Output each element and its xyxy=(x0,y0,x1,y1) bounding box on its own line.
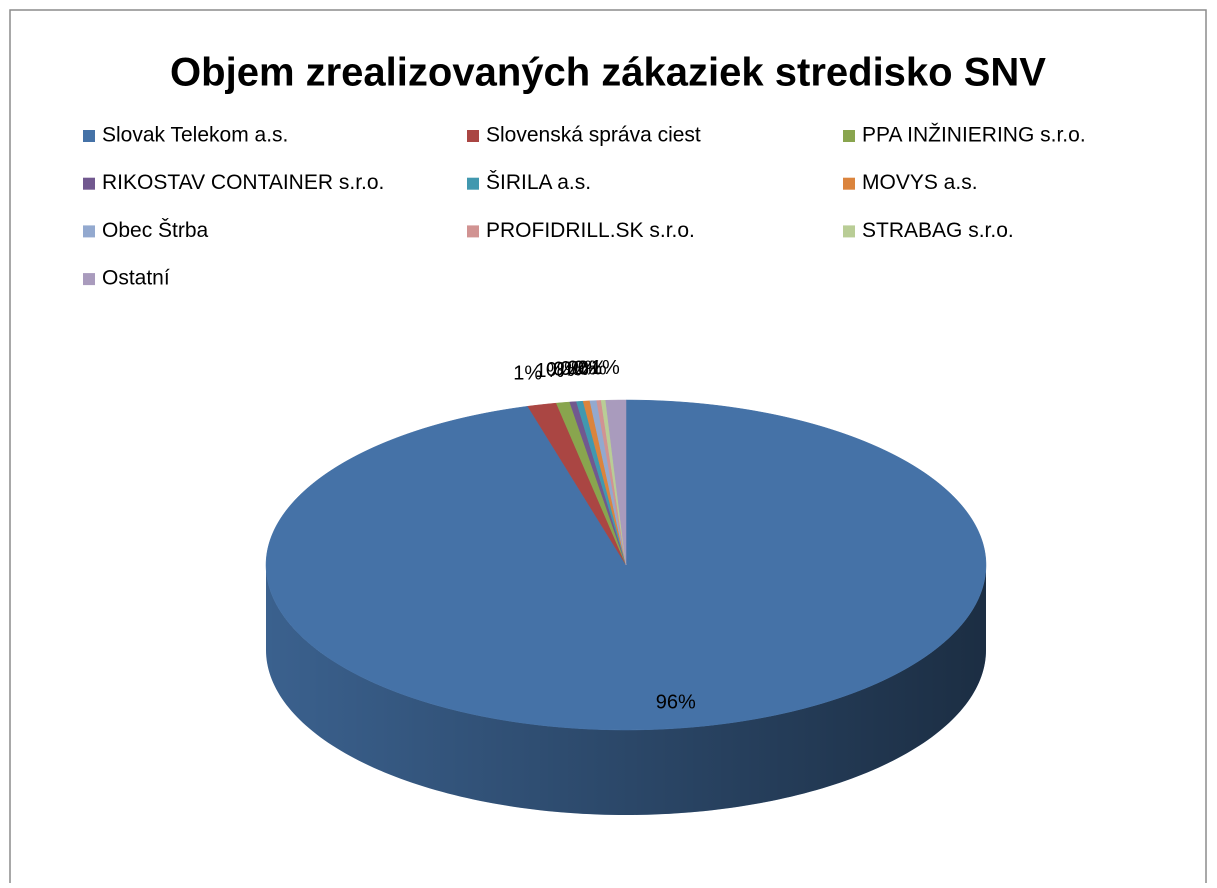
legend-swatch xyxy=(467,177,479,190)
legend-label: PPA INŽINIERING s.r.o. xyxy=(862,124,1086,147)
data-label: 0% xyxy=(546,359,575,381)
data-label: 0% xyxy=(553,359,582,381)
legend-swatch xyxy=(83,130,95,142)
data-label: 96% xyxy=(656,691,696,713)
slice xyxy=(527,402,627,566)
legend-label: Ostatní xyxy=(102,267,170,290)
legend-label: ŠIRILA a.s. xyxy=(486,171,591,194)
data-label: 0% xyxy=(560,358,589,380)
data-label: 0% xyxy=(573,357,602,379)
legend-swatch xyxy=(843,177,855,190)
data-label: 1% xyxy=(535,360,564,382)
legend-label: PROFIDRILL.SK s.r.o. xyxy=(486,219,695,242)
data-label: 1% xyxy=(591,357,620,379)
legend-swatch xyxy=(843,225,855,238)
legend-label: Slovenská správa ciest xyxy=(486,124,701,147)
legend-label: Slovak Telekom a.s. xyxy=(102,124,288,147)
legend-swatch xyxy=(83,273,95,286)
legend-swatch xyxy=(83,177,95,190)
data-label: 0% xyxy=(567,358,596,380)
chart-title: Objem zrealizovaných zákaziek stredisko … xyxy=(170,51,1046,95)
slice xyxy=(605,399,627,566)
legend-label: Obec Štrba xyxy=(102,219,209,242)
legend-swatch xyxy=(843,130,855,142)
legend-swatch xyxy=(467,225,479,238)
data-label: 0% xyxy=(578,357,607,379)
legend-label: RIKOSTAV CONTAINER s.r.o. xyxy=(102,171,384,194)
legend-swatch xyxy=(83,225,95,238)
legend-label: MOVYS a.s. xyxy=(862,171,978,194)
data-label: 1% xyxy=(513,362,542,384)
slice-side-shade xyxy=(266,565,986,815)
legend-label: STRABAG s.r.o. xyxy=(862,219,1014,242)
legend-swatch xyxy=(467,130,479,142)
